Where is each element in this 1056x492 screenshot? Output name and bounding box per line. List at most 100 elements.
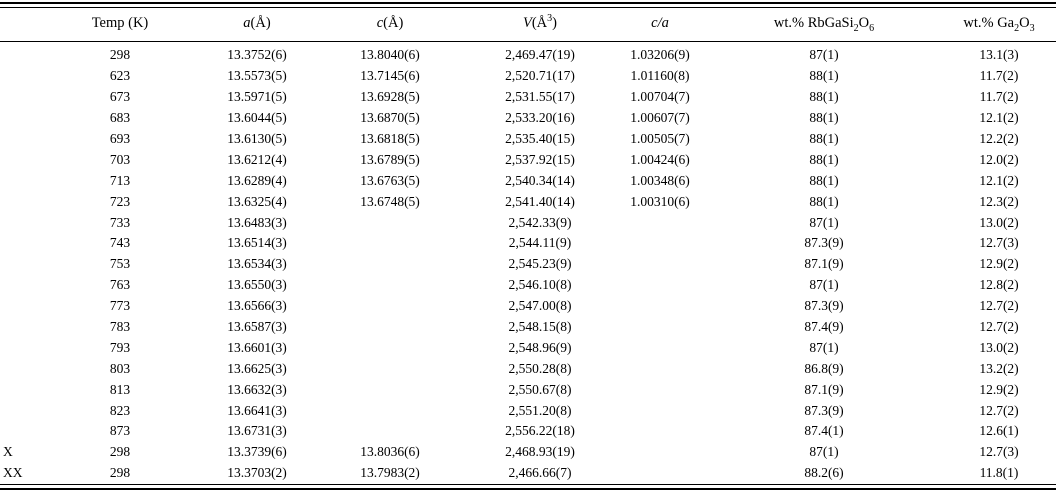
col-header-wt-ga-text1: wt.% Ga: [963, 14, 1015, 31]
table-cell: 673: [109, 89, 131, 105]
table-row: 693 13.6130(5) 13.6818(5) 2,535.40(15) 1.005…: [0, 129, 1056, 150]
table-cell: [314, 358, 466, 379]
col-header-v: V(Å3): [466, 8, 614, 42]
table-cell: 11.7(2): [979, 68, 1019, 84]
col-header-wt-ga-text2: O: [1019, 14, 1030, 31]
table-cell: 13.1(3): [979, 47, 1019, 63]
top-double-rule: [0, 2, 1056, 8]
table-cell: 87.3(9): [804, 298, 844, 314]
table-cell: 13.8036(6): [360, 444, 420, 460]
table-cell: 13.0(2): [979, 339, 1019, 355]
table-cell: [314, 233, 466, 254]
table-cell: 13.6566(3): [227, 298, 287, 314]
table-cell: 88(1): [809, 172, 839, 188]
table-cell: 2,469.47(19): [505, 47, 575, 63]
col-header-ca: c/a: [614, 8, 706, 42]
table-cell: 12.7(2): [979, 402, 1019, 418]
table-cell: 723: [109, 193, 131, 209]
table-cell: 13.6625(3): [227, 360, 287, 376]
row-label-cell: [0, 421, 40, 442]
row-label-cell: [0, 42, 40, 66]
table-cell: 623: [109, 68, 131, 84]
table-cell: 803: [109, 360, 131, 376]
table-cell: 13.6818(5): [360, 131, 420, 146]
table-cell: 87(1): [809, 444, 839, 460]
table-cell: 2,550.67(8): [508, 381, 572, 397]
table-cell: 87.4(9): [804, 319, 844, 335]
table-cell: 13.3752(6): [227, 47, 287, 63]
table-cell: 88(1): [809, 89, 839, 105]
table-cell: 2,547.00(8): [508, 298, 572, 314]
row-label-cell: [0, 66, 40, 87]
table-cell: 1.03206(9): [630, 47, 690, 63]
table-cell: 1.00607(7): [630, 110, 690, 126]
table-cell: 1.00310(6): [630, 193, 690, 209]
table-cell: 13.8040(6): [360, 47, 420, 63]
table-cell: 2,550.28(8): [508, 360, 572, 376]
col-header-wt-rb-sub2: 6: [869, 22, 875, 34]
col-header-v-symbol: V: [522, 14, 532, 31]
table-cell: 13.3739(6): [227, 444, 287, 460]
table-cell: 733: [109, 214, 131, 230]
lattice-parameters-table: Temp (K) a(Å) c(Å) V(Å3) c/a wt.% RbGaSi…: [0, 8, 1056, 484]
table-cell: 12.1(2): [979, 110, 1019, 126]
table-cell: 703: [109, 151, 131, 167]
table-cell: 12.6(1): [979, 423, 1019, 439]
table-cell: 2,537.92(15): [505, 151, 575, 167]
table-cell: 13.5573(5): [227, 68, 287, 84]
table-cell: 13.7145(6): [360, 68, 420, 84]
table-cell: [614, 379, 706, 400]
table-cell: 683: [109, 110, 131, 126]
table-cell: 2,540.34(14): [505, 172, 575, 188]
table-cell: [614, 463, 706, 484]
row-label-cell: [0, 296, 40, 317]
table-cell: [314, 254, 466, 275]
table-cell: 13.3703(2): [227, 465, 287, 481]
table-cell: 2,546.10(8): [508, 277, 572, 293]
table-cell: 12.7(2): [979, 298, 1019, 314]
table-cell: 2,548.96(9): [508, 339, 572, 355]
table-cell: 793: [109, 339, 131, 355]
table-row: 813 13.6632(3) 2,550.67(8) 87.1(9) 12.9(2): [0, 379, 1056, 400]
col-header-wt-ga2o3: wt.% Ga2O3: [942, 8, 1056, 42]
col-header-v-unit-close: ): [552, 14, 557, 31]
table-cell: 12.7(3): [979, 444, 1019, 460]
table-cell: 753: [109, 256, 131, 272]
table-row: 298 13.3752(6) 13.8040(6) 2,469.47(19) 1.032…: [0, 42, 1056, 66]
table-cell: 823: [109, 402, 131, 418]
table-cell: 1.01160(8): [630, 68, 690, 84]
table-cell: 13.6763(5): [360, 172, 420, 188]
table-cell: 2,548.15(8): [508, 319, 572, 335]
row-label-cell: [0, 275, 40, 296]
table-row: 763 13.6550(3) 2,546.10(8) 87(1) 12.8(2): [0, 275, 1056, 296]
table-body: 298 13.3752(6) 13.8040(6) 2,469.47(19) 1.032…: [0, 42, 1056, 484]
col-header-temp: Temp (K): [40, 8, 200, 42]
table-cell: 12.8(2): [979, 277, 1019, 293]
table-cell: 13.6130(5): [227, 131, 287, 146]
table-cell: 763: [109, 277, 131, 293]
table-cell: 2,545.23(9): [508, 256, 572, 272]
table-cell: 11.8(1): [979, 465, 1019, 481]
table-cell: [614, 317, 706, 338]
table-cell: 88.2(6): [804, 465, 844, 481]
col-header-a: a(Å): [200, 8, 314, 42]
table-cell: [614, 442, 706, 463]
table-cell: 298: [109, 465, 131, 481]
table-cell: 1.00704(7): [630, 89, 690, 105]
table-row: 773 13.6566(3) 2,547.00(8) 87.3(9) 12.7(2): [0, 296, 1056, 317]
row-label-cell: [0, 254, 40, 275]
table-cell: 2,542.33(9): [508, 214, 572, 230]
table-cell: [614, 254, 706, 275]
table-cell: [314, 400, 466, 421]
row-label-cell: [0, 149, 40, 170]
table-cell: 13.0(2): [979, 214, 1019, 230]
table-cell: 298: [109, 47, 131, 63]
table-cell: 87(1): [809, 277, 839, 293]
table-row: 683 13.6044(5) 13.6870(5) 2,533.20(16) 1.006…: [0, 108, 1056, 129]
table-cell: 13.6641(3): [227, 402, 287, 418]
table-row: 703 13.6212(4) 13.6789(5) 2,537.92(15) 1.004…: [0, 149, 1056, 170]
table-cell: [314, 275, 466, 296]
row-label-cell: XX: [3, 465, 23, 481]
col-header-c: c(Å): [314, 8, 466, 42]
table-cell: 13.6212(4): [227, 151, 287, 167]
